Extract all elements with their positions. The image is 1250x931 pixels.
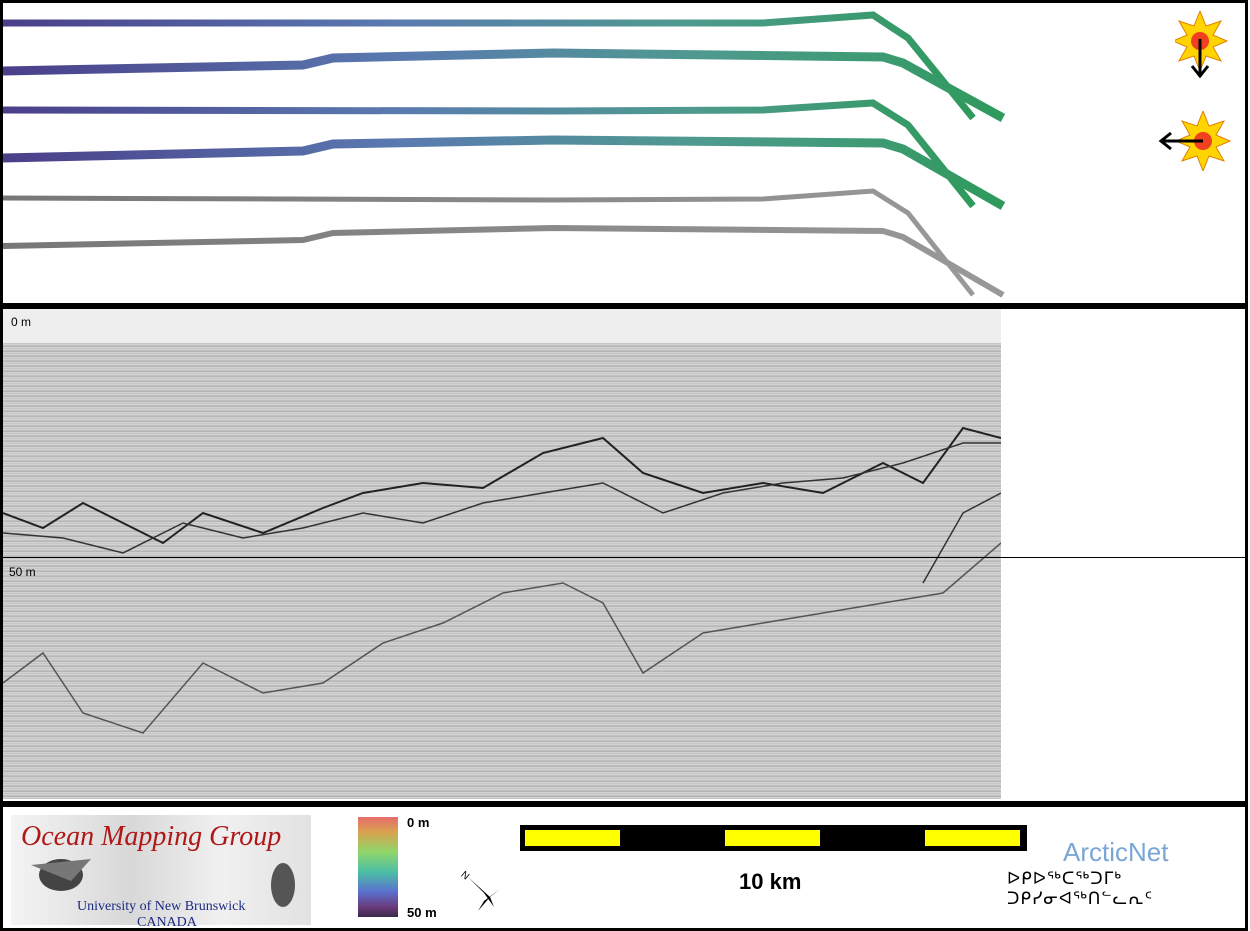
depth-label-0m: 0 m bbox=[11, 315, 32, 329]
swath-track-1b bbox=[3, 48, 1006, 122]
depth-gridline-50m bbox=[3, 557, 1247, 558]
arcticnet-logo: ArcticNet bbox=[1063, 837, 1169, 867]
profile-image bbox=[3, 343, 1001, 799]
svg-text:N: N bbox=[460, 869, 471, 882]
logo-university: University of New Brunswick bbox=[77, 899, 246, 914]
scale-bar-label: 10 km bbox=[739, 869, 802, 894]
depth-label-50m: 50 m bbox=[9, 565, 36, 579]
colorbar-bottom-label: 50 m bbox=[407, 905, 437, 920]
logo-title: Ocean Mapping Group bbox=[21, 821, 282, 852]
ocean-mapping-group-logo: Ocean Mapping Group University of New Br… bbox=[11, 815, 311, 930]
sun-illumination-west-icon bbox=[1158, 111, 1232, 171]
logo-country: CANADA bbox=[137, 915, 197, 930]
legend-panel: Ocean Mapping Group University of New Br… bbox=[0, 804, 1248, 931]
swath-track-2b bbox=[3, 135, 1006, 210]
colorbar-top-label: 0 m bbox=[407, 815, 430, 830]
scale-bar-segment bbox=[925, 830, 1020, 846]
depth-colorbar bbox=[358, 817, 398, 917]
seismic-profile-panel: 0 m 50 m bbox=[0, 306, 1248, 804]
swath-tracks-svg bbox=[3, 11, 1006, 298]
swath-track-3a bbox=[3, 188, 975, 297]
reflector-traces bbox=[3, 426, 1001, 734]
swath-track-panel bbox=[0, 0, 1248, 306]
swath-track-2a bbox=[3, 99, 976, 209]
scale-bar-segment bbox=[725, 830, 820, 846]
scale-bar-segment bbox=[525, 830, 620, 846]
arcticnet-syllabics: ᐅᑭᐅᖅᑕᖅᑐᒥᒃ ᑐᑭᓯᓂᐊᖅᑎᓪᓚᕆᑦ bbox=[1007, 869, 1153, 908]
swath-track-3b bbox=[3, 224, 1005, 298]
scale-bar bbox=[520, 825, 1027, 851]
north-arrow-icon: N bbox=[460, 869, 500, 911]
water-column-band bbox=[3, 309, 1001, 343]
sun-illumination-south-icon bbox=[1175, 11, 1229, 79]
swath-track-1a bbox=[3, 11, 976, 121]
logo-graphic bbox=[31, 859, 295, 907]
